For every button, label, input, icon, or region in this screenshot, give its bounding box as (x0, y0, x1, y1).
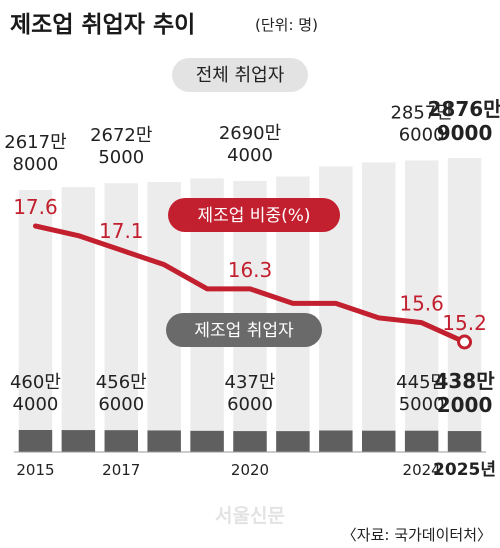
manufacturing-bar-2018 (147, 430, 181, 452)
manufacturing-employment-pill-label: 제조업 취업자 (194, 321, 294, 341)
total-value-label-2020-line-2: 4000 (227, 145, 273, 166)
ratio-pill-label: 제조업 비중(%) (197, 206, 310, 226)
manufacturing-bar-2016 (61, 430, 96, 452)
manufacturing-bar-2025 (447, 431, 482, 452)
total-employment-pill: 전체 취업자 (172, 58, 308, 92)
total-value-label-2020-line-1: 2690만 (219, 123, 281, 144)
ratio-pill: 제조업 비중(%) (168, 198, 340, 232)
manufacturing-value-label-2015-line-1: 460만 (10, 372, 61, 393)
x-tick-2024: 2024 (403, 461, 441, 479)
manufacturing-value-label-2020-line-1: 437만 (225, 372, 276, 393)
manufacturing-bar-2023 (361, 430, 396, 452)
manufacturing-value-label-2024-line-1: 445만 (396, 372, 447, 393)
total-employment-pill-label: 전체 취업자 (196, 65, 285, 86)
manufacturing-value-label-2017-line-1: 456만 (96, 372, 147, 393)
ratio-value-label-2017: 17.1 (99, 219, 144, 243)
total-bar-2023 (361, 162, 396, 452)
x-tick-2015: 2015 (16, 461, 54, 479)
total-value-label-2017-line-2: 5000 (98, 147, 144, 168)
manufacturing-bar-2015 (18, 430, 53, 452)
x-tick-2025: 2025년 (433, 460, 496, 480)
manufacturing-bar-2021 (276, 431, 310, 452)
total-bar-2015 (18, 190, 53, 452)
manufacturing-value-label-2025-line-2: 2000 (437, 393, 493, 417)
ratio-value-label-2025: 15.2 (442, 311, 487, 335)
total-bar-2016 (61, 187, 96, 453)
manufacturing-value-label-2017-line-2: 6000 (98, 394, 144, 415)
total-value-label-2015-line-2: 8000 (13, 154, 59, 175)
manufacturing-employment-pill: 제조업 취업자 (166, 313, 322, 347)
total-bar-2017 (104, 183, 139, 452)
manufacturing-value-label-2025-line-1: 438만 (434, 369, 495, 393)
ratio-line-layer (32, 223, 473, 350)
ratio-value-label-2024: 15.6 (399, 292, 444, 316)
manufacturing-value-label-2024-line-2: 5000 (399, 394, 445, 415)
manufacturing-value-label-2020-line-2: 6000 (227, 394, 273, 415)
manufacturing-bar-2022 (319, 430, 353, 452)
watermark: 서울신문 (215, 505, 285, 527)
total-value-label-2024-line-2: 6000 (399, 124, 445, 145)
total-bar-2024 (404, 160, 439, 452)
unit-label: (단위: 명) (255, 16, 318, 34)
ratio-value-label-2020: 16.3 (228, 258, 273, 282)
manufacturing-bar-2017 (104, 430, 139, 452)
total-value-label-2025-line-2: 9000 (437, 121, 493, 145)
ratio-value-label-2015: 17.6 (13, 195, 58, 219)
chart-title: 제조업 취업자 추이 (10, 12, 195, 38)
ratio-end-marker (457, 334, 473, 350)
value-label-layer: 2617만8000460만40002672만5000456만60002690만4… (4, 97, 500, 417)
total-bar-2025 (447, 158, 482, 452)
total-value-label-2015-line-1: 2617만 (4, 132, 66, 153)
total-value-label-2024-line-1: 2857만 (390, 102, 452, 123)
source-note: 〈자료: 국가데이터처〉 (342, 526, 492, 544)
manufacturing-bar-2024 (404, 430, 439, 452)
total-value-label-2017-line-1: 2672만 (90, 125, 152, 146)
x-tick-2017: 2017 (102, 461, 140, 479)
manufacturing-bar-2020 (233, 431, 267, 452)
manufacturing-value-label-2015-line-2: 4000 (13, 394, 59, 415)
total-value-label-2025-line-1: 2876만 (428, 97, 500, 121)
ratio-line (32, 223, 468, 345)
manufacturing-bar-2019 (190, 430, 224, 452)
x-tick-2020: 2020 (231, 461, 269, 479)
